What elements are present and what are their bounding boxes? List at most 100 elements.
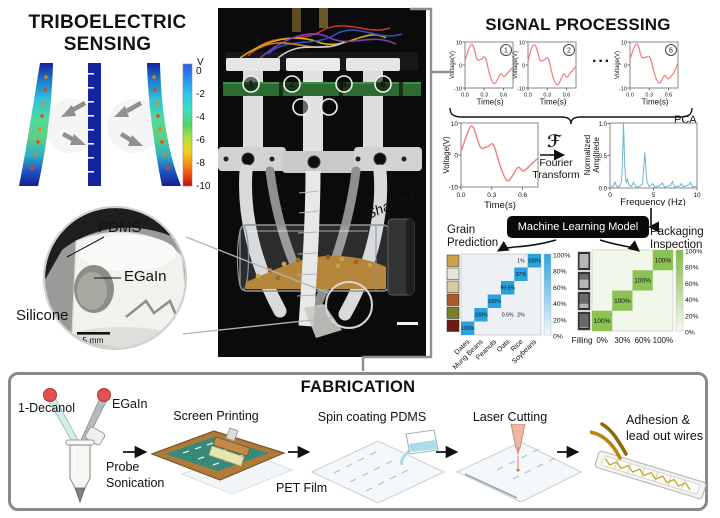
adhesion-graphic — [590, 422, 707, 500]
grain-x-labels: Dates Mung Beans Peanuts Oats Rice Soybe… — [452, 338, 538, 371]
filling-axis-label: Filling — [572, 336, 593, 345]
svg-text:0%: 0% — [596, 336, 608, 345]
svg-text:100%: 100% — [553, 253, 570, 260]
finger-top-bars — [226, 58, 400, 71]
grain-jar — [236, 218, 415, 296]
egain-label: EGaIn — [124, 268, 167, 285]
pattern-marks — [496, 448, 556, 480]
packaging-diagonal-cells: 100% 100% 100% 100% — [592, 250, 673, 331]
svg-text:40%: 40% — [553, 301, 567, 308]
svg-text:-10: -10 — [454, 87, 462, 93]
svg-text:2: 2 — [289, 79, 294, 89]
egain-trace — [125, 299, 178, 318]
squeegee-bar — [212, 436, 251, 457]
svg-text:100%: 100% — [614, 298, 631, 305]
laser-spot — [516, 468, 520, 472]
svg-text:0.5: 0.5 — [599, 154, 608, 160]
lead-wire-1 — [590, 430, 622, 460]
beam-electrode-ticks — [88, 73, 94, 173]
photo-scale-label: 1 cm — [396, 331, 418, 342]
svg-text:0.0: 0.0 — [461, 93, 469, 99]
svg-text:0.0: 0.0 — [626, 93, 634, 99]
svg-text:-2: -2 — [196, 89, 205, 100]
spin-coating-graphic — [310, 429, 446, 504]
sensor-strip — [594, 450, 707, 500]
svg-text:0: 0 — [624, 64, 627, 70]
svg-text:0%: 0% — [553, 334, 563, 341]
svg-text:10: 10 — [621, 41, 627, 47]
svg-text:100%: 100% — [461, 326, 475, 332]
svg-text:0.0: 0.0 — [599, 187, 608, 193]
svg-text:100%: 100% — [488, 299, 502, 305]
svg-text:100%: 100% — [655, 257, 672, 264]
pet-film-label: PET Film — [276, 481, 328, 495]
svg-text:Time(s): Time(s) — [484, 200, 516, 211]
svg-text:Time(s): Time(s) — [642, 98, 669, 107]
fft-to-ml-arrow — [647, 208, 660, 233]
svg-text:0.3: 0.3 — [645, 93, 653, 99]
voltage-plot-6: 10 0 -10 Voltage(V) 0.0 0.3 0.6 Time(s) … — [615, 41, 679, 107]
svg-text:0: 0 — [608, 192, 612, 199]
inset-scale-label: 5 mm — [82, 335, 103, 345]
svg-text:Time(s): Time(s) — [477, 98, 504, 107]
svg-text:100%: 100% — [685, 249, 702, 256]
support-rod — [292, 8, 301, 32]
squeegee-blade — [208, 445, 245, 467]
egain-ink-label: EGaIn — [112, 397, 148, 411]
svg-text:60%: 60% — [553, 285, 567, 292]
colorbar-unit: V — [197, 57, 204, 68]
svg-text:2%: 2% — [517, 313, 525, 319]
svg-text:-6: -6 — [196, 135, 205, 146]
svg-text:5: 5 — [341, 79, 346, 89]
svg-text:97%: 97% — [516, 272, 527, 278]
grain-colorbar-labels: 100% 80% 60% 40% 20% 0% — [553, 253, 570, 341]
svg-text:-4: -4 — [196, 112, 205, 123]
hotspots-right-beam — [152, 75, 170, 170]
fft-plot: 1.0 0.5 0.0 Normalized Amplitede 0 5 10 … — [583, 122, 701, 206]
svg-text:Amplitede: Amplitede — [592, 137, 601, 173]
support-rod — [319, 8, 328, 28]
packaging-colorbar — [675, 249, 684, 332]
svg-text:-10: -10 — [196, 181, 211, 192]
adhesion-label: Adhesion & lead out wires — [626, 413, 704, 443]
svg-text:10: 10 — [451, 121, 459, 128]
probe-sonication-graphic — [43, 388, 111, 504]
fea-simulation-graphic: V 0 -2 -4 -6 -8 -10 — [19, 57, 211, 192]
voltage-colorbar — [182, 63, 193, 187]
svg-text:60%: 60% — [685, 281, 699, 288]
svg-text:Voltage(V): Voltage(V) — [450, 51, 456, 79]
grain-prediction-title: Grain Prediction — [447, 224, 499, 250]
ellipsis: ··· — [592, 53, 611, 70]
grain-class-icons — [446, 254, 460, 332]
svg-text:0%: 0% — [685, 330, 695, 337]
gripper-photo: 1 2 3 4 5 6 Shaking 1 cm — [218, 8, 426, 357]
dropper-bulb — [97, 388, 111, 402]
voltage-plot-1: 10 0 -10 Voltage(V) 0.0 0.3 0.6 Time(s) … — [450, 41, 514, 107]
svg-text:-10: -10 — [619, 87, 627, 93]
svg-text:20%: 20% — [553, 317, 567, 324]
svg-text:1%: 1% — [517, 259, 525, 265]
hotspots-left-beam — [30, 75, 48, 170]
cycle-wash-left — [44, 99, 98, 153]
svg-text:80%: 80% — [553, 269, 567, 276]
electrode-zigzag — [604, 458, 691, 490]
svg-text:0.6: 0.6 — [665, 93, 673, 99]
svg-text:-10: -10 — [517, 87, 525, 93]
voltage-plot-concat: 10 0 -10 Voltage(V) 0.0 0.3 0.6 Time(s) — [443, 121, 539, 211]
pdms-stream — [400, 448, 412, 466]
pdms-label: PDMS — [98, 219, 142, 236]
svg-text:Voltage(V): Voltage(V) — [513, 51, 519, 79]
packaging-confusion-matrix: 100% 100% 100% 100% 100% 80% 60% 40% 20%… — [572, 249, 703, 346]
svg-text:0.0: 0.0 — [456, 192, 465, 199]
tube-rim — [65, 439, 95, 446]
pouring-beaker — [400, 429, 439, 466]
svg-text:6: 6 — [380, 79, 385, 89]
fourier-symbol: ℱ — [547, 132, 561, 151]
film-sheet — [455, 441, 583, 502]
packaging-inspection-title: Packaging Inspection — [650, 226, 704, 252]
svg-text:5: 5 — [652, 192, 656, 199]
svg-text:Voltage(V): Voltage(V) — [443, 136, 451, 174]
svg-text:10: 10 — [693, 192, 701, 199]
fabrication-title: FABRICATION — [300, 378, 416, 396]
